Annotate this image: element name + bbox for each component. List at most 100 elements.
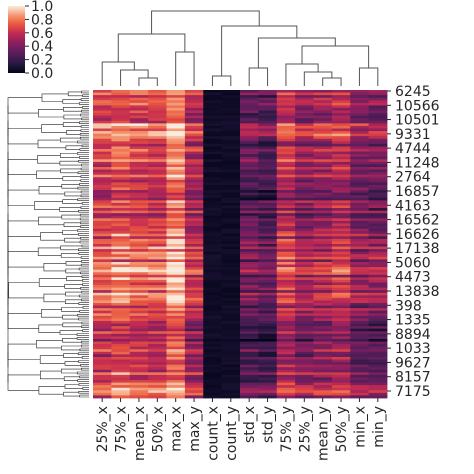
heatmap-cell xyxy=(295,202,314,206)
heatmap-cell xyxy=(368,128,388,132)
heatmap-cell xyxy=(221,356,241,360)
heatmap-cell xyxy=(258,128,278,132)
heatmap-cell xyxy=(148,274,167,278)
heatmap-cell xyxy=(166,167,186,170)
heatmap-cell xyxy=(184,267,204,271)
heatmap-cell xyxy=(240,238,259,242)
heatmap-cell xyxy=(258,105,278,109)
heatmap-cell xyxy=(368,192,388,196)
heatmap-cell xyxy=(129,149,149,152)
heatmap-cell xyxy=(350,321,370,324)
dendrogram-link xyxy=(77,229,89,232)
heatmap-cell xyxy=(93,364,112,368)
heatmap-cell xyxy=(221,172,241,176)
heatmap-cell xyxy=(129,326,149,330)
heatmap-cell xyxy=(368,359,388,363)
heatmap-cell xyxy=(129,151,149,155)
heatmap-cell xyxy=(258,331,278,335)
heatmap-cell xyxy=(350,303,370,306)
heatmap-cell xyxy=(276,341,296,345)
heatmap-cell xyxy=(350,195,370,199)
heatmap-cell xyxy=(93,215,112,219)
heatmap-cell xyxy=(276,233,296,237)
heatmap-cell xyxy=(203,362,223,366)
heatmap-cell xyxy=(276,313,296,317)
heatmap-cell xyxy=(368,385,388,389)
heatmap-cell xyxy=(350,395,370,399)
heatmap-cell xyxy=(368,333,388,337)
heatmap-cell xyxy=(295,133,314,137)
heatmap-cell xyxy=(295,156,314,160)
heatmap-cell xyxy=(166,97,186,101)
heatmap-cell xyxy=(166,272,186,276)
heatmap-cell xyxy=(368,315,388,319)
heatmap-cell xyxy=(111,131,131,135)
heatmap-cell xyxy=(368,279,388,283)
row-label: 16857 xyxy=(395,184,440,200)
column-label: 75%_x xyxy=(114,406,130,452)
heatmap-cell xyxy=(295,313,314,317)
heatmap-cell xyxy=(295,113,314,117)
heatmap-cell xyxy=(129,359,149,363)
dendrogram-link xyxy=(39,355,65,364)
heatmap-cell xyxy=(313,151,333,155)
dendrogram-link xyxy=(62,314,79,320)
heatmap-cell xyxy=(166,392,186,396)
dendrogram-link xyxy=(78,302,89,305)
heatmap-cell xyxy=(240,213,259,217)
heatmap-cell xyxy=(350,390,370,394)
heatmap-cell xyxy=(295,200,314,204)
heatmap-cell xyxy=(276,287,296,291)
heatmap-cell xyxy=(350,192,370,196)
heatmap-cell xyxy=(93,333,112,337)
heatmap-cell xyxy=(111,326,131,330)
heatmap-cell xyxy=(111,272,131,276)
heatmap-cell xyxy=(129,372,149,376)
heatmap-cell xyxy=(240,136,259,140)
heatmap-cell xyxy=(93,143,112,147)
heatmap-cell xyxy=(276,123,296,127)
heatmap-cell xyxy=(276,102,296,106)
heatmap-cell xyxy=(184,128,204,132)
heatmap-cell xyxy=(295,249,314,253)
heatmap-cell xyxy=(313,392,333,396)
heatmap-cell xyxy=(148,364,167,368)
dendrogram-link xyxy=(79,217,89,221)
heatmap-cell xyxy=(313,292,333,296)
heatmap-cell xyxy=(129,308,149,312)
heatmap-cell xyxy=(184,184,204,188)
heatmap-cell xyxy=(221,154,241,158)
heatmap-cell xyxy=(331,120,351,124)
dendrogram-link xyxy=(80,98,89,101)
heatmap-cell xyxy=(240,100,259,104)
heatmap-cell xyxy=(368,107,388,111)
heatmap-cell xyxy=(240,300,259,304)
dendrogram-link xyxy=(80,167,89,171)
heatmap-cell xyxy=(313,274,333,278)
heatmap-cell xyxy=(148,151,167,155)
heatmap-cell xyxy=(166,200,186,204)
heatmap-cell xyxy=(129,97,149,101)
heatmap-cell xyxy=(295,308,314,312)
heatmap-cell xyxy=(203,367,223,371)
heatmap-cell xyxy=(331,115,351,119)
heatmap-cell xyxy=(350,200,370,204)
dendrogram-link xyxy=(38,324,63,333)
heatmap-cell xyxy=(184,336,204,340)
heatmap-cell xyxy=(313,310,333,314)
heatmap-cell xyxy=(240,382,259,386)
heatmap-cell xyxy=(331,215,351,219)
heatmap-cell xyxy=(129,113,149,117)
heatmap-cell xyxy=(276,354,296,358)
heatmap-cell xyxy=(166,213,186,217)
dendrogram-link xyxy=(40,370,65,380)
heatmap-cell xyxy=(276,279,296,283)
dendrogram-link xyxy=(80,175,89,178)
heatmap-cell xyxy=(368,272,388,276)
heatmap-cell xyxy=(350,261,370,265)
heatmap-cell xyxy=(258,174,278,178)
heatmap-cell xyxy=(184,95,204,99)
heatmap-cell xyxy=(111,200,131,204)
heatmap-cell xyxy=(203,133,223,137)
heatmap-cell xyxy=(258,161,278,165)
